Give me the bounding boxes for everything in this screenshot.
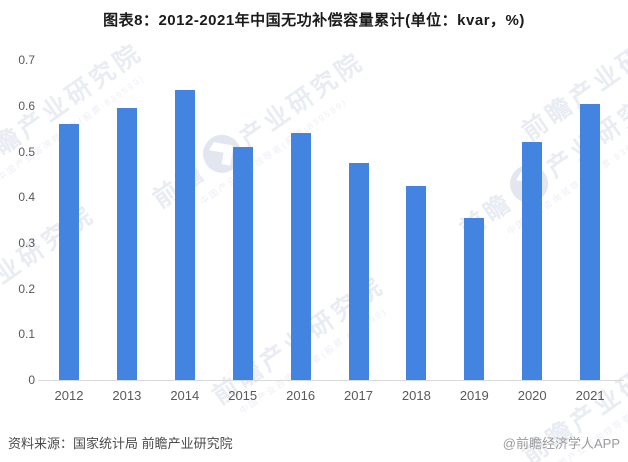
x-tick-label: 2019 [459,388,489,403]
y-tick-label: 0.4 [18,190,35,205]
x-tick-label: 2018 [401,388,431,403]
bar-2015 [232,147,253,380]
chart-title: 图表8：2012-2021年中国无功补偿容量累计(单位：kvar，%) [103,12,525,29]
bar-2017 [348,163,369,380]
y-tick-label: 0.2 [18,281,35,296]
x-tick-label: 2013 [112,388,142,403]
credit-note: @前瞻经济学人APP [502,436,620,451]
x-tick-label: 2020 [517,388,547,403]
source-note: 资料来源：国家统计局 前瞻产业研究院 [8,436,233,451]
x-tick-label: 2021 [575,388,605,403]
bar-2012 [59,124,79,380]
x-tick-label: 2015 [228,388,258,403]
bar-2013 [116,108,137,380]
y-tick-label: 0.7 [18,53,35,68]
x-tick-label: 2012 [54,388,84,403]
y-tick-label: 0 [28,373,35,387]
x-tick-label: 2014 [170,388,200,403]
bar-2016 [290,133,311,380]
bar-2014 [174,90,195,380]
y-tick-label: 0.6 [18,98,35,113]
y-tick-label: 0.1 [18,327,35,342]
bar-2019 [464,218,485,380]
bar-2021 [580,104,601,380]
bar-2020 [522,142,543,380]
bar-2018 [406,186,427,380]
x-axis-line [38,380,624,381]
y-tick-label: 0.3 [18,235,35,250]
x-tick-label: 2017 [344,388,373,403]
y-tick-label: 0.5 [18,144,35,159]
x-tick-label: 2016 [286,388,316,403]
